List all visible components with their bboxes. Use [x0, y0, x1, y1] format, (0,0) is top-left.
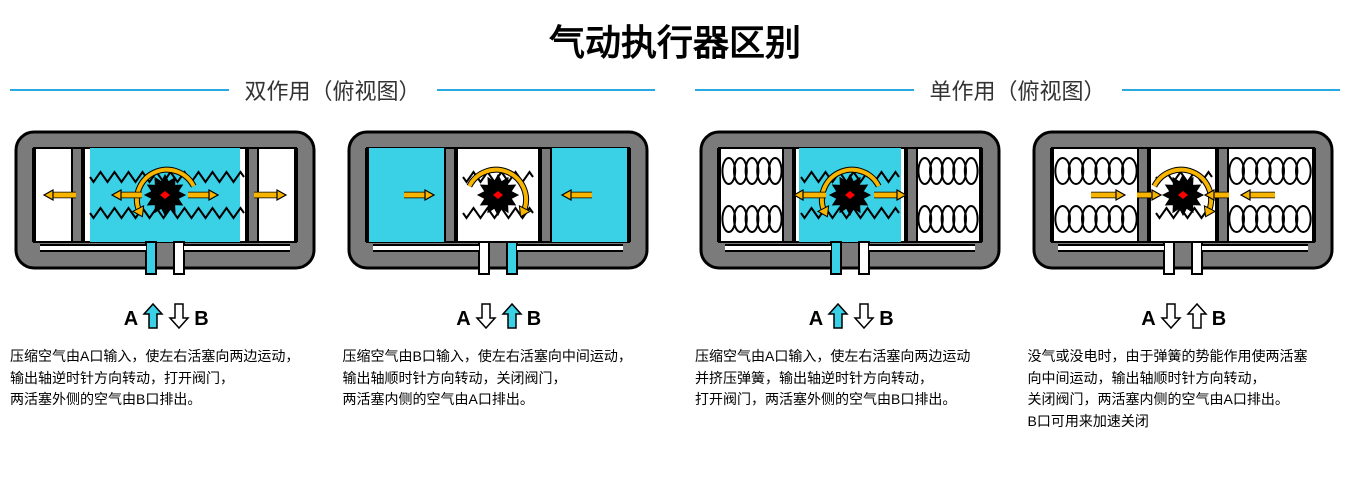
port-b-label: B — [879, 308, 893, 331]
panel-desc: 压缩空气由A口输入，使左右活塞向两边运动， 输出轴逆时针方向转动，打开阀门， 两… — [10, 346, 323, 411]
port-a-arrow-icon — [1160, 302, 1182, 336]
columns: 双作用（俯视图） — [0, 74, 1350, 433]
port-a-label: A — [1141, 308, 1155, 331]
rule-right — [1122, 89, 1341, 91]
port-row: A B — [10, 302, 323, 336]
panel-single-spring: A B 没气或没电时，由于弹簧的势能作用使两活塞 向中间运动，输出轴顺时针方向转… — [1028, 120, 1341, 433]
panel-desc: 压缩空气由A口输入，使左右活塞向两边运动 并挤压弹簧，输出轴逆时针方向转动， 打… — [695, 346, 1008, 411]
port-a-label: A — [124, 308, 138, 331]
actuator-diagram — [695, 120, 1005, 300]
page-title: 气动执行器区别 — [0, 0, 1350, 74]
port-b-arrow-icon — [853, 302, 875, 336]
actuator-diagram — [343, 120, 653, 300]
port-row: A B — [343, 302, 656, 336]
panel-double-b: A B 压缩空气由B口输入，使左右活塞向中间运动， 输出轴顺时针方向转动，关闭阀… — [343, 120, 656, 411]
actuator-diagram — [10, 120, 320, 300]
rule-left — [695, 89, 914, 91]
section-head: 双作用（俯视图） — [10, 74, 655, 106]
port-a-arrow-icon — [475, 302, 497, 336]
section-label: 单作用（俯视图） — [924, 74, 1112, 106]
rule-right — [437, 89, 656, 91]
rule-left — [10, 89, 229, 91]
panel-double-a: A B 压缩空气由A口输入，使左右活塞向两边运动， 输出轴逆时针方向转动，打开阀… — [10, 120, 323, 411]
port-row: A B — [695, 302, 1008, 336]
port-a-arrow-icon — [827, 302, 849, 336]
panel-desc: 压缩空气由B口输入，使左右活塞向中间运动， 输出轴顺时针方向转动，关闭阀门， 两… — [343, 346, 656, 411]
port-row: A B — [1028, 302, 1341, 336]
panel-desc: 没气或没电时，由于弹簧的势能作用使两活塞 向中间运动，输出轴顺时针方向转动， 关… — [1028, 346, 1341, 433]
port-b-label: B — [1212, 308, 1226, 331]
port-b-arrow-icon — [1186, 302, 1208, 336]
port-b-label: B — [194, 308, 208, 331]
port-b-arrow-icon — [501, 302, 523, 336]
actuator-diagram — [1028, 120, 1338, 300]
port-b-arrow-icon — [168, 302, 190, 336]
section-head: 单作用（俯视图） — [695, 74, 1340, 106]
port-a-label: A — [456, 308, 470, 331]
section-double: 双作用（俯视图） — [10, 74, 655, 433]
port-b-label: B — [527, 308, 541, 331]
port-a-label: A — [809, 308, 823, 331]
section-single: 单作用（俯视图） — [695, 74, 1340, 433]
section-label: 双作用（俯视图） — [239, 74, 427, 106]
port-a-arrow-icon — [142, 302, 164, 336]
panel-single-a: A B 压缩空气由A口输入，使左右活塞向两边运动 并挤压弹簧，输出轴逆时针方向转… — [695, 120, 1008, 433]
